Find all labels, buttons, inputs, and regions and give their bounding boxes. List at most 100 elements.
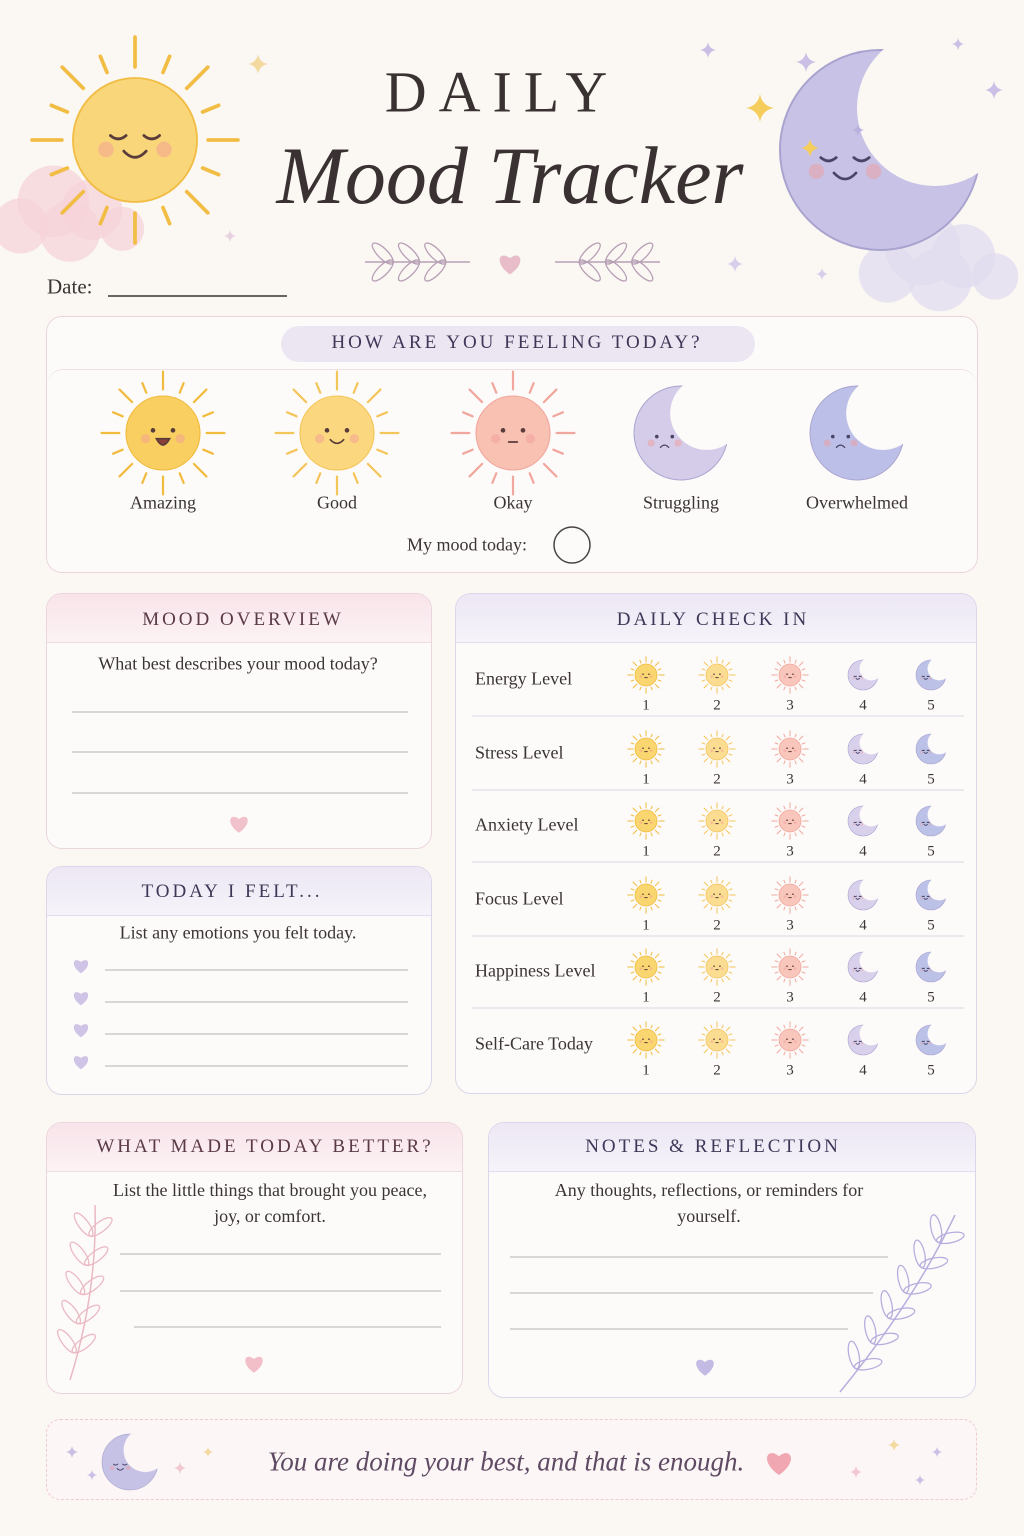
sun-ray bbox=[630, 679, 635, 682]
cheek bbox=[860, 677, 864, 680]
sun-ray bbox=[794, 805, 797, 810]
leaf bbox=[631, 259, 654, 282]
sparkle bbox=[224, 230, 236, 242]
cheek bbox=[793, 967, 797, 971]
sun-ray bbox=[701, 899, 706, 902]
sun-ray bbox=[632, 735, 638, 741]
cheek bbox=[852, 1042, 855, 1045]
eye bbox=[500, 428, 506, 433]
cheek bbox=[860, 823, 864, 826]
sun-ray bbox=[794, 733, 797, 738]
scale-number: 5 bbox=[927, 917, 935, 934]
sun-ray bbox=[774, 679, 779, 682]
cheek bbox=[710, 821, 714, 825]
sun bbox=[299, 395, 375, 471]
sun-ray bbox=[783, 805, 786, 810]
sun-ray bbox=[650, 906, 653, 911]
cloud bbox=[39, 201, 101, 262]
sun-ray bbox=[60, 189, 86, 215]
leaf bbox=[880, 1290, 894, 1319]
cheek bbox=[649, 1040, 653, 1044]
sun-ray bbox=[725, 953, 731, 959]
sun bbox=[634, 663, 658, 687]
sun-ray bbox=[654, 975, 660, 981]
eye bbox=[670, 434, 675, 439]
prompt: Any thoughts, reflections, or reminders … bbox=[554, 1180, 864, 1226]
sun-ray bbox=[650, 659, 653, 664]
scale-number: 4 bbox=[859, 917, 867, 934]
sun-ray bbox=[292, 388, 308, 404]
cheek bbox=[852, 969, 855, 972]
cheek bbox=[783, 821, 787, 825]
sun-ray bbox=[639, 1051, 642, 1056]
sun-ray bbox=[352, 381, 359, 394]
cheek bbox=[793, 895, 797, 899]
leaf bbox=[371, 259, 394, 282]
cheek bbox=[920, 677, 923, 680]
sun-ray bbox=[801, 742, 806, 745]
eye bbox=[713, 893, 715, 896]
sun-ray bbox=[49, 166, 70, 177]
sun-ray bbox=[141, 381, 148, 394]
sun-ray bbox=[701, 971, 706, 974]
sun-ray bbox=[774, 668, 779, 671]
sun-ray bbox=[728, 1044, 733, 1047]
sun-ray bbox=[654, 1048, 660, 1054]
leaf bbox=[631, 242, 654, 265]
sun-ray bbox=[801, 960, 806, 963]
sun-ray bbox=[776, 975, 782, 981]
feeling-title-pill bbox=[281, 326, 755, 362]
sun-ray bbox=[721, 733, 724, 738]
sun-ray bbox=[710, 659, 713, 664]
sun-ray bbox=[728, 742, 733, 745]
sun-ray bbox=[774, 960, 779, 963]
moon-cut bbox=[927, 1021, 951, 1046]
sun-ray bbox=[184, 65, 210, 91]
cheek bbox=[141, 433, 151, 444]
sun-ray bbox=[49, 103, 70, 114]
scale-number: 3 bbox=[786, 1062, 794, 1079]
sun-ray bbox=[654, 807, 660, 813]
sprig bbox=[839, 1214, 956, 1393]
sun-ray bbox=[632, 1048, 638, 1054]
sun bbox=[705, 1028, 729, 1052]
eye bbox=[719, 819, 721, 822]
sun bbox=[778, 883, 802, 907]
mouth bbox=[659, 444, 670, 449]
mouth bbox=[855, 969, 860, 972]
scale-number: 5 bbox=[927, 771, 935, 788]
better-panel bbox=[46, 1122, 463, 1394]
sun-ray bbox=[794, 1051, 797, 1056]
sun-ray bbox=[710, 1024, 713, 1029]
sun-ray bbox=[728, 753, 733, 756]
sun bbox=[475, 395, 551, 471]
sparkle bbox=[700, 42, 716, 58]
sun-ray bbox=[657, 1044, 662, 1047]
moon-cut bbox=[859, 949, 883, 973]
heart bbox=[73, 1056, 89, 1070]
eye bbox=[786, 893, 788, 896]
sun-ray bbox=[703, 735, 709, 741]
mood-label: Good bbox=[317, 492, 357, 513]
sun-ray bbox=[632, 881, 638, 887]
cheek bbox=[720, 1040, 724, 1044]
mood-label: Overwhelmed bbox=[806, 492, 908, 513]
sun-ray bbox=[710, 906, 713, 911]
sun-ray bbox=[728, 899, 733, 902]
sun-ray bbox=[184, 189, 210, 215]
sun-ray bbox=[111, 411, 124, 418]
row-label: Happiness Level bbox=[475, 960, 596, 981]
scale-number: 2 bbox=[713, 1062, 721, 1079]
cheek bbox=[639, 1040, 643, 1044]
scale-number: 1 bbox=[642, 989, 650, 1006]
mouth bbox=[923, 823, 928, 826]
cheek bbox=[852, 823, 855, 826]
sun-ray bbox=[721, 978, 724, 983]
eye bbox=[122, 1463, 128, 1466]
sun-ray bbox=[721, 906, 724, 911]
sun-ray bbox=[639, 760, 642, 765]
sun-ray bbox=[798, 735, 804, 741]
sun-ray bbox=[192, 388, 208, 404]
cheek bbox=[852, 897, 855, 900]
eye bbox=[642, 1038, 644, 1041]
